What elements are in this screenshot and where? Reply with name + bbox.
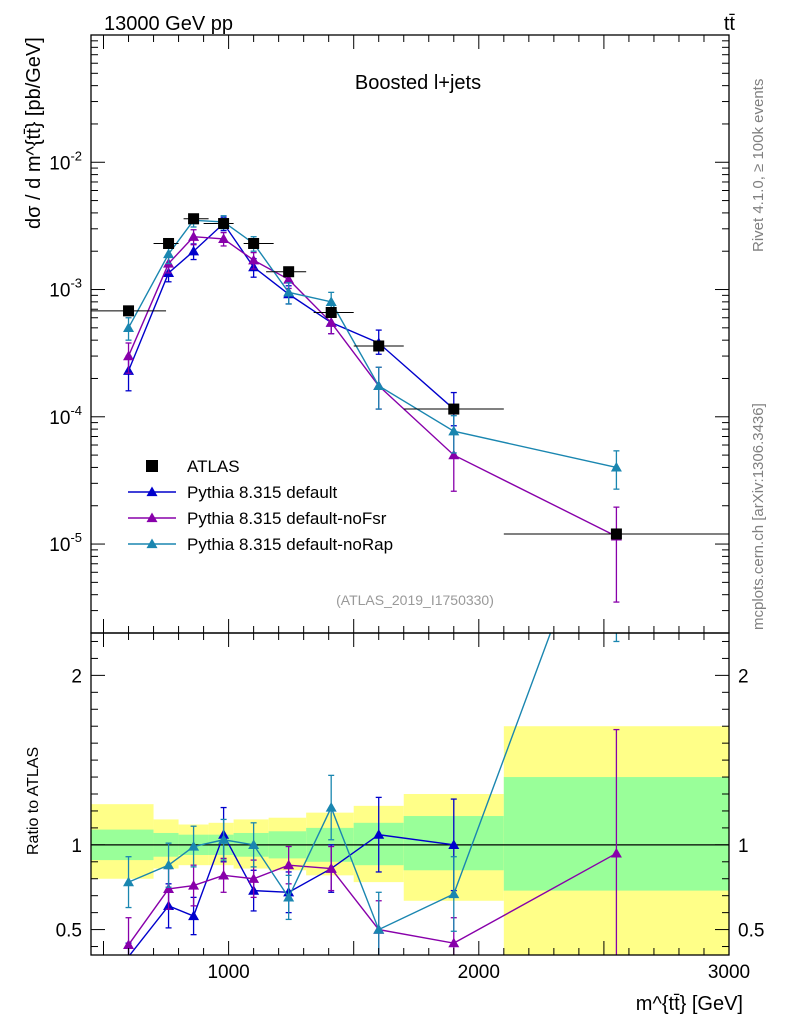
point-atlas-7 [373,340,385,352]
x-tick-label-1000: 1000 [207,962,249,983]
ratio-point-pythia-8-315-default-norap-3 [218,834,230,844]
ratio-point-pythia-8-315-default-nofsr-6 [325,863,337,873]
ratio-point-pythia-8-315-default-7 [373,829,385,839]
ratio-y-tick-label-r-2: 2 [738,666,749,687]
y-tick-exponent: -2 [70,148,82,163]
ratio-point-pythia-8-315-default-2 [188,910,200,921]
y-tick-exponent: -3 [70,276,82,291]
legend-label-pythia-8-315-default: Pythia 8.315 default [187,483,338,502]
header-right: tt̄ [724,13,736,35]
point-pythia-8-315-default-norap-8 [448,425,460,436]
point-pythia-8-315-default-nofsr-2 [188,231,200,241]
ratio-panel [123,633,622,955]
ratio-y-axis-label: Ratio to ATLAS [25,747,42,855]
point-pythia-8-315-default-nofsr-6 [325,317,337,327]
point-pythia-8-315-default-norap-7 [373,380,385,390]
y-tick-exponent: -5 [70,530,82,545]
y-tick-base: 10 [49,281,70,302]
ratio-point-pythia-8-315-default-norap-2 [188,841,200,851]
ratio-y-tick-label-l-2: 2 [71,666,82,687]
point-pythia-8-315-default-nofsr-8 [448,449,460,460]
side-text-top: Rivet 4.1.0, ≥ 100k events [750,79,767,252]
ratio-point-pythia-8-315-default-norap-5 [283,891,295,902]
point-pythia-8-315-default-norap-6 [325,296,337,306]
header-left: 13000 GeV pp [104,13,233,35]
ratio-point-pythia-8-315-default-nofsr-3 [218,869,230,880]
ratio-line-pythia-8-315-default-norap [128,633,552,931]
point-pythia-8-315-default-nofsr-4 [248,254,260,265]
y-tick-base: 10 [49,153,70,174]
ratio-y-tick-label-l-0.5: 0.5 [56,921,82,942]
point-atlas-1 [163,237,175,249]
legend-label-pythia-8-315-default-nofsr: Pythia 8.315 default-noFsr [187,509,387,528]
y-tick-label--3: 10-3 [49,276,82,302]
ratio-point-pythia-8-315-default-8 [448,839,460,849]
y-tick-label--2: 10-2 [49,148,82,174]
point-atlas-9 [610,528,622,540]
ratio-point-pythia-8-315-default-nofsr-1 [163,883,175,894]
ratio-point-pythia-8-315-default-norap-7 [373,924,385,934]
ratio-y-tick-label-r-1: 1 [738,836,749,857]
point-pythia-8-315-default-nofsr-0 [123,350,135,361]
ratio-point-pythia-8-315-default-nofsr-8 [448,937,460,948]
y-tick-label--5: 10-5 [49,530,82,556]
point-atlas-4 [248,237,260,249]
y-tick-base: 10 [49,408,70,429]
ratio-point-pythia-8-315-default-norap-6 [325,802,337,812]
legend-label-atlas: ATLAS [187,457,240,476]
point-pythia-8-315-default-norap-1 [163,248,175,259]
side-text-bottom: mcplots.cern.ch [arXiv:1306.3436] [750,403,767,630]
x-axis-label: m^{tt̄} [GeV] [636,993,743,1015]
y-tick-exponent: -4 [70,403,82,418]
ratio-point-pythia-8-315-default-nofsr-0 [123,939,135,949]
line-pythia-8-315-default-norap [127,219,617,469]
chart-title: Boosted l+jets [355,72,481,94]
ratio-point-pythia-8-315-default-norap-8 [448,888,460,899]
x-tick-label-3000: 3000 [708,962,750,983]
point-atlas-2 [188,213,200,225]
y-tick-label--4: 10-4 [49,403,82,429]
y-axis-label-pre: dσ / d m^{tt̄} [pb/GeV] [23,37,45,229]
ratio-y-tick-label-l-1: 1 [71,836,82,857]
point-atlas-6 [325,306,337,318]
point-atlas-0 [123,305,135,317]
legend-label-pythia-8-315-default-norap: Pythia 8.315 default-noRap [187,535,393,554]
ratio-point-pythia-8-315-default-norap-0 [123,876,135,887]
point-pythia-8-315-default-2 [188,245,200,256]
point-pythia-8-315-default-norap-9 [610,461,622,472]
point-pythia-8-315-default-nofsr-5 [283,273,295,284]
legend-marker-pythia-8-315-default-nofsr [146,512,158,523]
y-axis-label: dσ / d m^{tt̄} [pb/GeV] [23,37,45,229]
legend: ATLAS Pythia 8.315 default Pythia 8.315 de… [128,457,393,554]
main-panel [91,213,729,603]
point-atlas-3 [218,218,230,230]
legend-marker-atlas [146,460,158,472]
line-pythia-8-315-default-nofsr [127,235,617,537]
point-atlas-5 [283,266,295,278]
ratio-bands [91,726,729,955]
y-tick-base: 10 [49,535,70,556]
point-atlas-8 [448,403,460,415]
point-pythia-8-315-default-nofsr-3 [218,233,230,244]
ratio-point-pythia-8-315-default-nofsr-4 [248,873,260,883]
ratio-point-pythia-8-315-default-norap-4 [248,839,260,849]
ratio-point-pythia-8-315-default-norap-1 [163,859,175,870]
ratio-point-pythia-8-315-default-nofsr-5 [283,859,295,870]
point-pythia-8-315-default-norap-5 [283,286,295,297]
point-pythia-8-315-default-norap-0 [123,322,135,332]
ratio-point-pythia-8-315-default-nofsr-2 [188,880,200,890]
x-tick-label-2000: 2000 [458,962,500,983]
watermark: (ATLAS_2019_I1750330) [336,592,494,608]
legend-marker-pythia-8-315-default [146,486,158,497]
text-layer: 13000 GeV pp tt̄ Boosted l+jets (ATLAS_2… [23,13,767,1015]
ratio-y-tick-label-r-0.5: 0.5 [738,921,764,942]
line-pythia-8-315-default [127,222,455,410]
ratio-point-pythia-8-315-default-nofsr-9 [610,847,622,858]
legend-marker-pythia-8-315-default-norap [146,538,158,549]
